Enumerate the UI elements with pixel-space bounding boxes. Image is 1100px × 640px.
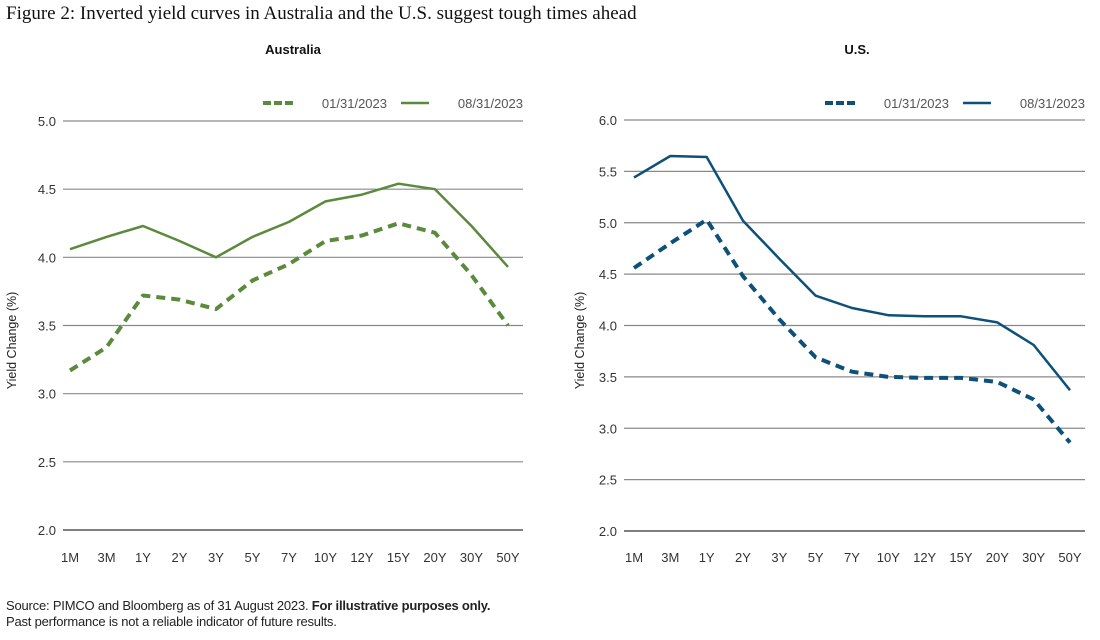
- us-y-axis-label: Yield Change (%): [573, 292, 587, 390]
- source-bold-text: For illustrative purposes only.: [311, 598, 491, 613]
- australia-y-tick-label: 5.0: [38, 114, 56, 129]
- disclaimer-text: Past performance is not a reliable indic…: [6, 614, 337, 629]
- australia-legend-label: 08/31/2023: [458, 96, 523, 111]
- us-series-dashed-line: [632, 217, 1072, 444]
- australia-x-tick-label: 7Y: [281, 550, 297, 565]
- us-x-tick-label: 50Y: [1058, 550, 1081, 565]
- us-legend-label: 08/31/2023: [1020, 96, 1085, 111]
- us-y-tick-label: 6.0: [599, 113, 617, 128]
- australia-y-tick-label: 3.0: [38, 387, 56, 402]
- australia-x-tick-label: 1Y: [135, 550, 151, 565]
- australia-series-dashed-line: [68, 221, 510, 373]
- source-note: Source: PIMCO and Bloomberg as of 31 Aug…: [6, 598, 490, 614]
- us-y-tick-label: 5.0: [599, 216, 617, 231]
- australia-x-tick-label: 50Y: [496, 550, 519, 565]
- us-x-tick-label: 3Y: [771, 550, 787, 565]
- us-series-solid-line: [633, 154, 1071, 391]
- source-text: Source: PIMCO and Bloomberg as of 31 Aug…: [6, 598, 312, 613]
- australia-x-tick-label: 30Y: [460, 550, 483, 565]
- figure-title: Figure 2: Inverted yield curves in Austr…: [6, 3, 637, 24]
- us-y-tick-label: 4.0: [599, 319, 617, 334]
- australia-x-tick-label: 15Y: [387, 550, 410, 565]
- us-x-tick-label: 5Y: [808, 550, 824, 565]
- us-chart-title: U.S.: [844, 42, 869, 57]
- australia-x-tick-label: 3Y: [208, 550, 224, 565]
- australia-x-tick-label: 3M: [97, 550, 115, 565]
- us-y-tick-label: 4.5: [599, 267, 617, 282]
- australia-legend-label: 01/31/2023: [322, 96, 387, 111]
- us-x-tick-label: 3M: [661, 550, 679, 565]
- us-x-tick-label: 7Y: [844, 550, 860, 565]
- us-x-tick-label: 15Y: [949, 550, 972, 565]
- us-x-tick-label: 30Y: [1022, 550, 1045, 565]
- australia-y-axis-label: Yield Change (%): [5, 292, 19, 390]
- us-y-tick-label: 2.5: [599, 473, 617, 488]
- us-x-tick-label: 10Y: [877, 550, 900, 565]
- chart-footer: Source: PIMCO and Bloomberg as of 31 Aug…: [6, 598, 490, 630]
- us-x-tick-label: 1Y: [699, 550, 715, 565]
- australia-y-tick-label: 2.0: [38, 523, 56, 538]
- australia-x-tick-label: 2Y: [172, 550, 188, 565]
- us-x-tick-label: 2Y: [735, 550, 751, 565]
- us-legend-label: 01/31/2023: [884, 96, 949, 111]
- us-x-tick-label: 1M: [625, 550, 643, 565]
- us-x-tick-label: 20Y: [986, 550, 1009, 565]
- australia-y-tick-label: 2.5: [38, 455, 56, 470]
- us-y-tick-label: 2.0: [599, 524, 617, 539]
- australia-y-tick-label: 4.5: [38, 182, 56, 197]
- australia-y-tick-label: 4.0: [38, 250, 56, 265]
- us-x-tick-label: 12Y: [913, 550, 936, 565]
- australia-series-solid-line: [69, 182, 509, 268]
- australia-x-tick-label: 1M: [61, 550, 79, 565]
- australia-x-tick-label: 20Y: [423, 550, 446, 565]
- australia-x-tick-label: 10Y: [314, 550, 337, 565]
- australia-x-tick-label: 5Y: [245, 550, 261, 565]
- australia-y-tick-label: 3.5: [38, 319, 56, 334]
- australia-chart-title: Australia: [265, 42, 321, 57]
- us-y-tick-label: 3.0: [599, 421, 617, 436]
- us-y-tick-label: 3.5: [599, 370, 617, 385]
- us-y-tick-label: 5.5: [599, 164, 617, 179]
- australia-x-tick-label: 12Y: [350, 550, 373, 565]
